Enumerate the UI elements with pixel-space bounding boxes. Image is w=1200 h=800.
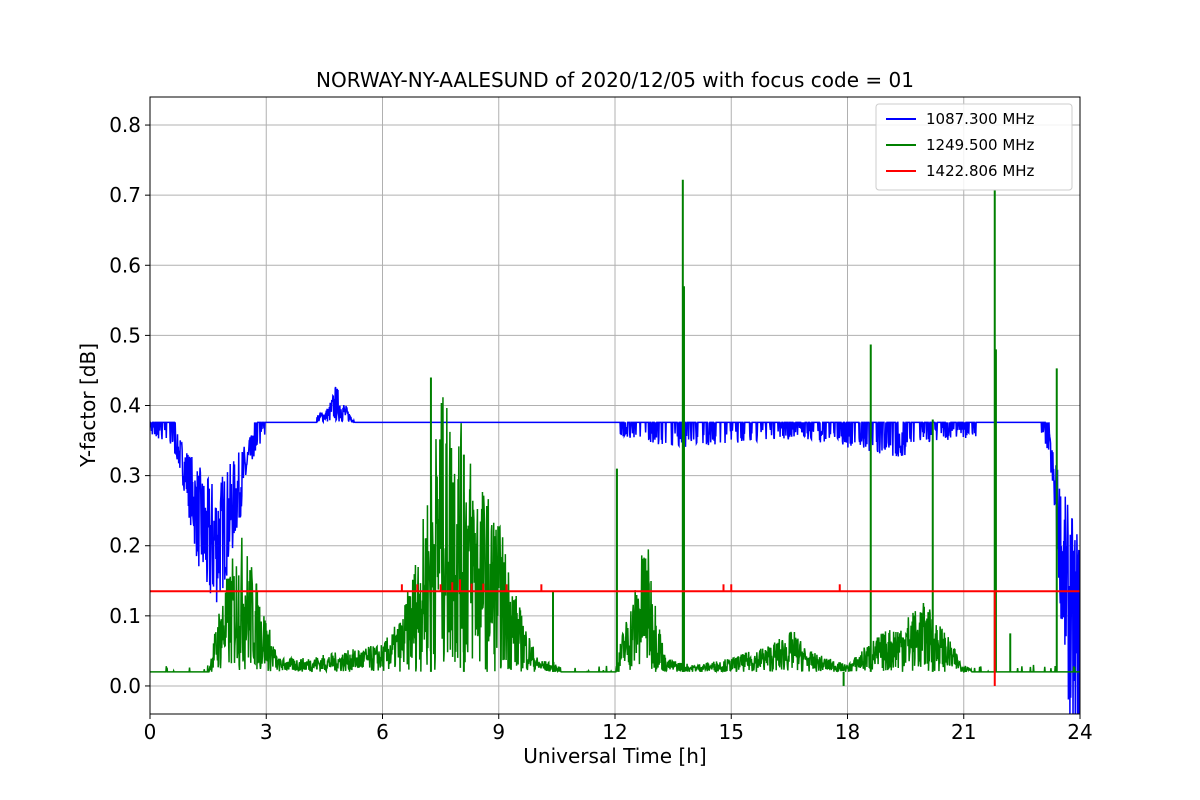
x-tick-label: 18 [835,720,860,744]
x-tick-label: 3 [260,720,273,744]
series-line-1249 [150,397,1080,674]
y-tick-label: 0.2 [109,534,141,558]
legend-label: 1087.300 MHz [926,110,1035,128]
x-tick-label: 24 [1067,720,1092,744]
y-tick-label: 0.8 [109,113,141,137]
x-axis-label: Universal Time [h] [523,744,706,768]
x-tick-label: 0 [144,720,157,744]
x-tick-label: 9 [492,720,505,744]
legend: 1087.300 MHz 1249.500 MHz 1422.806 MHz [875,103,1073,191]
x-tick-label: 6 [376,720,389,744]
x-tick-label: 15 [719,720,744,744]
y-tick-label: 0.0 [109,674,141,698]
y-axis-label: Y-factor [dB] [76,343,100,468]
y-tick-label: 0.5 [109,323,141,347]
y-tick-label: 0.4 [109,394,141,418]
x-tick-label: 21 [951,720,976,744]
y-tick-label: 0.6 [109,253,141,277]
x-tick-label: 12 [602,720,627,744]
grid [149,97,1081,714]
y-tick-label: 0.3 [109,464,141,488]
legend-box [875,103,1073,191]
chart-title: NORWAY-NY-AALESUND of 2020/12/05 with fo… [316,68,914,92]
legend-label: 1422.806 MHz [926,162,1035,180]
x-axis: 0 3 6 9 12 15 18 21 24 [144,714,1093,744]
y-tick-label: 0.1 [109,604,141,628]
y-axis: 0.0 0.1 0.2 0.3 0.4 0.5 0.6 0.7 0.8 [109,113,150,698]
series-line-1087 [150,386,1080,714]
legend-label: 1249.500 MHz [926,136,1035,154]
y-tick-label: 0.7 [109,183,141,207]
plot-area [150,179,1080,714]
